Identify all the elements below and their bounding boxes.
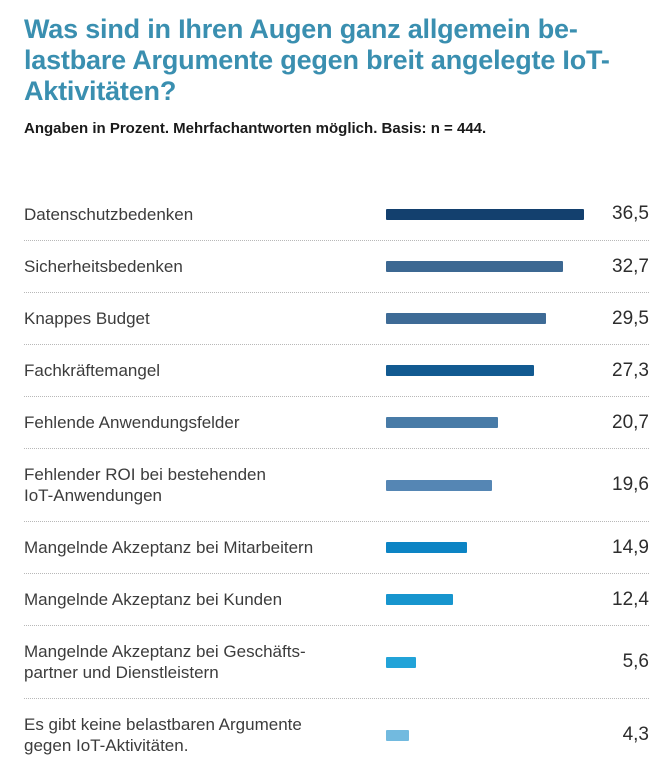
bar-track [386,365,591,376]
category-label: Knappes Budget [24,309,150,328]
bar [386,594,453,605]
chart-row: Fehlender ROI bei bestehenden IoT-Anwend… [24,448,649,521]
value-label: 36,5 [612,203,649,224]
category-label: Mangelnde Akzeptanz bei Mitarbeitern [24,538,314,557]
chart-row: Sicherheitsbedenken 32,7 [24,240,649,292]
chart-row: Fehlende Anwendungsfelder 20,7 [24,396,649,448]
bar [386,365,534,376]
chart-row: Fachkräftemangel 27,3 [24,344,649,396]
value-label: 12,4 [612,588,649,610]
bar-track [386,542,591,553]
chart-subtitle: Angaben in Prozent. Mehrfachantworten mö… [24,120,487,137]
bar-track [386,479,591,491]
bar-track [386,417,591,428]
value-label: 19,6 [612,474,649,495]
value-label: 29,5 [612,307,649,329]
chart-row: Knappes Budget 29,5 [24,292,649,344]
bar-track [386,656,591,668]
chart-row: Es gibt keine belastbaren Argumente gege… [24,698,649,769]
chart-row: Datenschutzbedenken 36,5 [24,188,649,240]
bar-track [386,594,591,605]
bar-chart: Datenschutzbedenken 36,5 Sicherheitsbede… [24,188,649,769]
category-label: Fehlender ROI bei bestehenden IoT-Anwend… [24,465,266,505]
bar-track [386,261,591,272]
bar [386,656,416,668]
chart-row: Mangelnde Akzeptanz bei Kunden 12,4 [24,573,649,625]
bar [386,479,492,491]
chart-row: Mangelnde Akzeptanz bei Mitarbeitern 14,… [24,521,649,573]
bar [386,208,584,220]
category-label: Es gibt keine belastbaren Argumente gege… [24,715,302,755]
category-label: Fachkräftemangel [24,361,161,380]
bar [386,261,563,272]
chart-title-line-2: lastbare Argumente gegen breit angelegte… [24,45,610,75]
value-label: 5,6 [622,651,649,672]
chart-title-line-1: Was sind in Ihren Augen ganz allgemein b… [24,14,578,44]
category-label: Mangelnde Akzeptanz bei Geschäfts- partn… [24,642,306,682]
value-label: 20,7 [612,411,649,433]
bar [386,729,409,741]
chart-title: Was sind in Ihren Augen ganz allgemein b… [24,14,649,107]
category-label: Mangelnde Akzeptanz bei Kunden [24,590,283,609]
category-label: Sicherheitsbedenken [24,257,183,276]
bar [386,313,546,324]
chart-title-line-3: Aktivitäten? [24,76,177,106]
value-label: 4,3 [622,724,649,745]
bar-track [386,729,591,741]
value-label: 32,7 [612,255,649,277]
bar-track [386,208,591,220]
value-label: 27,3 [612,359,649,381]
chart-row: Mangelnde Akzeptanz bei Geschäfts- partn… [24,625,649,698]
bar-track [386,313,591,324]
category-label: Datenschutzbedenken [24,204,194,224]
value-label: 14,9 [612,536,649,558]
category-label: Fehlende Anwendungsfelder [24,413,240,432]
bar [386,542,467,553]
bar [386,417,498,428]
